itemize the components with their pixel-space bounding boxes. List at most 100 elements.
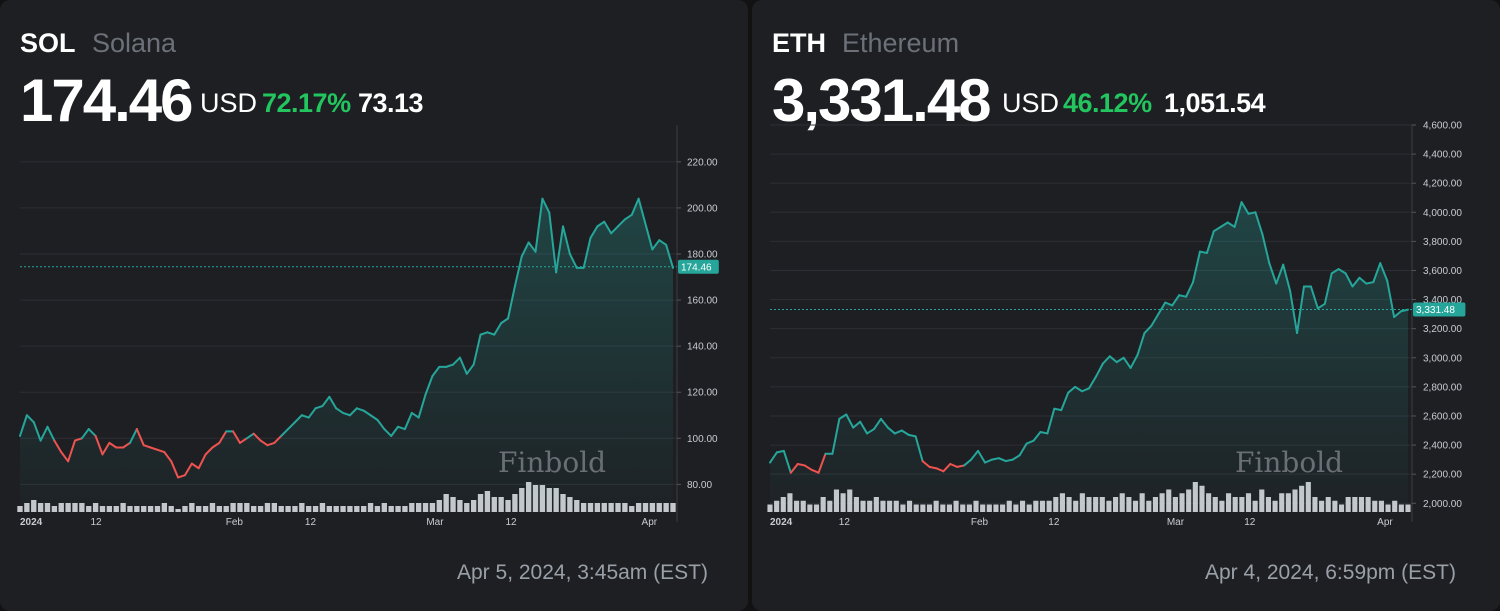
price-line-segment [568, 253, 578, 269]
price-line-segment [1074, 385, 1084, 393]
price-line-segment [534, 197, 544, 253]
price-line-segment [859, 420, 869, 435]
price-line-segment [266, 441, 276, 447]
price-line-segment [1247, 211, 1257, 215]
price-line-segment [665, 243, 674, 269]
price-line-segment [73, 437, 83, 442]
price-line-segment [348, 407, 358, 417]
price-line-segment [582, 236, 592, 269]
price-line-segment [1316, 302, 1326, 310]
y-tick-label: 180.00 [687, 250, 718, 261]
price-line-segment [900, 429, 910, 436]
current-price-pill [1413, 302, 1466, 317]
currency-label: USD [1002, 88, 1060, 118]
price-line-segment [623, 213, 633, 221]
price-line-segment [410, 411, 420, 419]
price-line-segment [527, 241, 537, 253]
y-tick-label: 3,600.00 [1423, 266, 1462, 277]
price-line-segment [1094, 362, 1104, 378]
y-tick-label: 140.00 [687, 342, 718, 353]
price-line-segment [789, 462, 799, 474]
price-line-segment [383, 428, 393, 437]
price-line-segment [956, 464, 966, 468]
y-tick-label: 160.00 [687, 296, 718, 307]
price-line-segment [390, 425, 400, 437]
price-line-segment [280, 428, 290, 437]
price-line-segment [135, 428, 145, 447]
y-tick-label: 200.00 [687, 203, 718, 214]
price-line-segment [458, 356, 468, 375]
price-line-segment [479, 331, 489, 336]
price-line-segment [335, 407, 345, 414]
price-line-segment [314, 405, 324, 410]
price-line-segment [67, 439, 76, 463]
price-line-segment [183, 462, 193, 477]
price-line-segment [610, 225, 620, 235]
y-tick-label: 2,400.00 [1423, 441, 1462, 452]
price-line-segment [342, 411, 351, 417]
sol-price-chart: 80.00 100.00 120.00 140.00 160.00 180.00 200.0… [17, 125, 719, 528]
price-line-segment [1060, 391, 1070, 412]
price-line-segment [465, 363, 475, 375]
change-amount: 73.13 [358, 88, 424, 118]
price-line-segment [156, 448, 166, 454]
price-line-segment [1053, 407, 1063, 412]
y-tick-label: 2,200.00 [1423, 470, 1462, 481]
price-line-segment [1143, 324, 1153, 335]
price-line-segment [769, 451, 778, 464]
price-line-segment [782, 449, 792, 474]
price-line-segment [997, 457, 1007, 463]
price-line-segment [990, 457, 1000, 461]
price-line-segment [1039, 430, 1049, 435]
price-line-segment [177, 474, 186, 479]
current-price-label: 174.46 [681, 262, 712, 273]
timestamp: Apr 4, 2024, 6:59pm (EST) [1205, 561, 1456, 584]
x-tick-label: Feb [226, 517, 244, 528]
price-line-segment [817, 452, 827, 474]
price-line-segment [1393, 310, 1403, 319]
price-line-segment [163, 451, 173, 463]
price-line-segment [1233, 201, 1243, 228]
price-line-segment [637, 197, 647, 226]
price-line-segment [1323, 272, 1333, 305]
y-tick-label: 120.00 [687, 388, 718, 399]
price-line-segment [452, 356, 461, 366]
price-line-segment [1365, 281, 1375, 285]
price-line-segment [1268, 262, 1278, 285]
price-line-segment [80, 428, 90, 440]
price-line-segment [1004, 458, 1014, 463]
watermark: Finbold [1235, 446, 1343, 479]
watermark: Finbold [498, 446, 606, 479]
price-line-segment [1282, 263, 1292, 292]
price-line-segment [866, 428, 876, 435]
price-line-segment [603, 220, 613, 235]
sol-panel: SOL Solana 174.46 USD 72.17% 73.13 80.00… [0, 0, 748, 611]
timestamp: Apr 5, 2024, 3:45am (EST) [457, 561, 708, 584]
price-line-segment [907, 433, 917, 438]
price-line-segment [128, 428, 138, 444]
price-line-segment [1150, 313, 1160, 327]
price-line-segment [232, 430, 241, 444]
price-line-segment [500, 317, 510, 325]
x-tick-label: 12 [1244, 517, 1256, 528]
price-line-segment [1164, 301, 1174, 307]
price-line-segment [101, 441, 111, 456]
price-line-segment [170, 460, 180, 479]
y-tick-label: 2,000.00 [1423, 499, 1462, 510]
price-line-segment [1372, 262, 1382, 284]
price-line-segment [589, 225, 599, 239]
price-line-segment [983, 458, 993, 464]
price-line-segment [1212, 225, 1222, 233]
price-line-segment [658, 239, 668, 246]
price-line-segment [245, 432, 255, 440]
x-tick-label: 12 [91, 517, 103, 528]
price-line-segment [1192, 250, 1201, 284]
price-line-segment [238, 437, 248, 444]
price-line-segment [287, 421, 296, 431]
x-tick-label: 12 [839, 517, 851, 528]
change-percent: 72.17% [262, 88, 351, 118]
price-line-segment [397, 425, 406, 431]
x-tick-label: 2024 [20, 517, 43, 528]
price-line-segment [1351, 276, 1361, 288]
price-line-segment [928, 465, 938, 470]
